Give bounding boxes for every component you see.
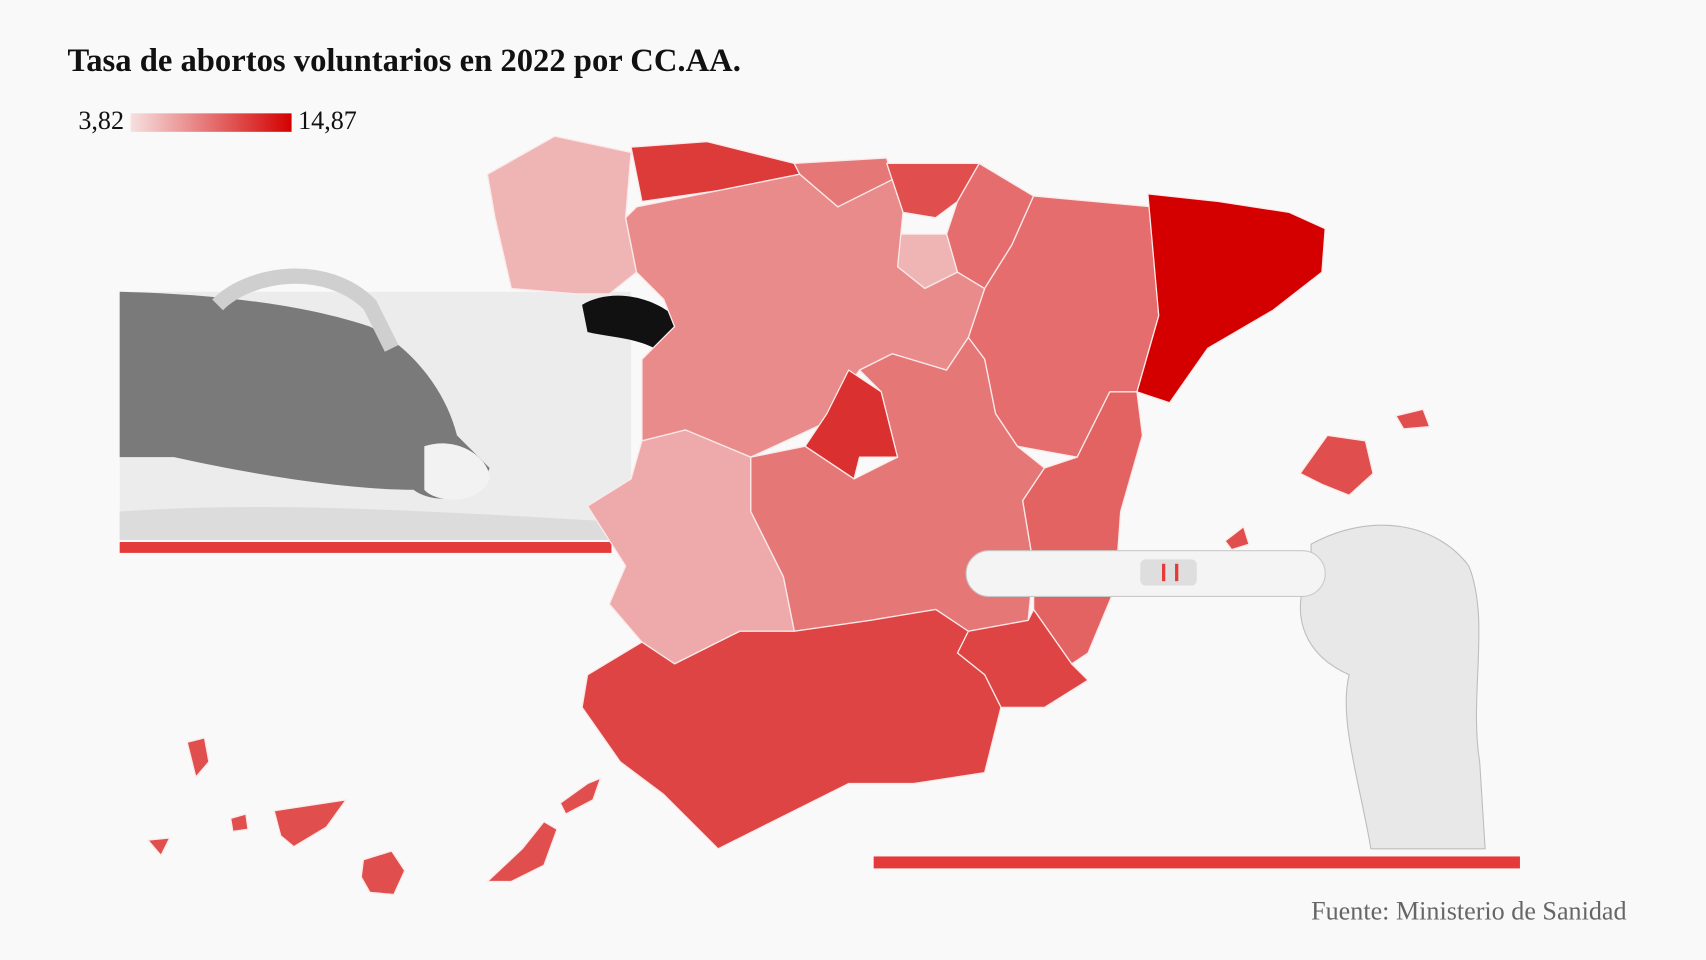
region [486, 135, 638, 295]
legend-max-label: 14,87 [298, 106, 357, 135]
decor-bar [119, 542, 612, 553]
source: Fuente: Ministerio de Sanidad [1311, 897, 1626, 926]
regions [147, 135, 1431, 896]
photo-test [965, 524, 1486, 850]
region [147, 737, 602, 896]
decor-bar [873, 856, 1520, 869]
region [1136, 193, 1326, 404]
photo-ultrasound [119, 268, 681, 540]
region [1224, 408, 1431, 551]
legend-scale [130, 113, 292, 132]
region [581, 608, 1002, 850]
title: Tasa de abortos voluntarios en 2022 por … [67, 43, 740, 79]
legend-min-label: 3,82 [78, 106, 124, 135]
